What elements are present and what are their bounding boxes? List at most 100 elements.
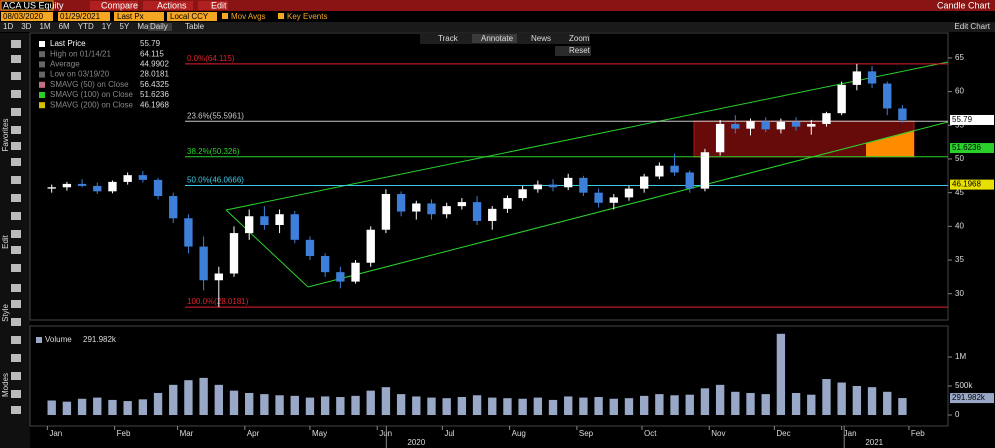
volume-bar bbox=[351, 395, 360, 415]
candle-body bbox=[169, 196, 178, 219]
volume-bar bbox=[670, 395, 679, 415]
period[interactable]: 1Y bbox=[102, 22, 112, 31]
volume-last-label: 291.982k bbox=[952, 393, 986, 402]
volume-bar bbox=[169, 384, 178, 415]
trend-channel bbox=[307, 121, 949, 288]
button[interactable] bbox=[198, 1, 228, 10]
date-input[interactable] bbox=[1, 12, 53, 21]
period-buttons: 1D 3D 1M 6M YTD 1Y 5Y Max bbox=[3, 22, 152, 31]
candle-body bbox=[791, 121, 801, 127]
volume-bar bbox=[275, 395, 284, 415]
y-tick-label: 45 bbox=[955, 188, 964, 197]
x-tick-label: Jun bbox=[379, 429, 392, 438]
reset-button[interactable] bbox=[555, 46, 591, 56]
currency-input[interactable] bbox=[167, 12, 217, 21]
x-tick-label: Jan bbox=[844, 429, 857, 438]
volume-bar bbox=[715, 384, 725, 415]
x-tick-label: May bbox=[312, 429, 327, 438]
y-tick-label: 40 bbox=[955, 221, 964, 230]
volume-bar bbox=[260, 394, 269, 415]
checkbox[interactable] bbox=[278, 13, 284, 19]
candle-body bbox=[199, 246, 208, 281]
price-tag bbox=[950, 179, 994, 190]
volume-bar bbox=[639, 395, 649, 415]
candle-body bbox=[685, 172, 694, 189]
date-input[interactable] bbox=[58, 12, 110, 21]
volume-bar bbox=[564, 396, 573, 415]
volume-bar bbox=[761, 394, 770, 415]
button-label: Compare bbox=[101, 0, 138, 10]
candle-body bbox=[624, 188, 634, 198]
tool[interactable]: News bbox=[531, 34, 551, 43]
candle-body bbox=[852, 71, 862, 85]
ticker: ACA US Equity bbox=[3, 0, 64, 10]
volume-bar bbox=[594, 397, 603, 415]
candle-body bbox=[47, 187, 56, 189]
volume-bar bbox=[807, 394, 816, 415]
period[interactable]: 1M bbox=[39, 22, 50, 31]
edit-chart[interactable]: Edit Chart bbox=[954, 22, 990, 31]
tool[interactable]: Track bbox=[438, 34, 459, 43]
field-input[interactable] bbox=[114, 12, 164, 21]
volume-bar bbox=[366, 390, 375, 415]
x-tick-label: Feb bbox=[117, 429, 131, 438]
candle-body bbox=[290, 214, 299, 240]
price-tag-label: 51.6236 bbox=[952, 143, 981, 152]
period[interactable]: 5Y bbox=[120, 22, 130, 31]
y-tick-label: 65 bbox=[955, 53, 964, 62]
checkbox[interactable] bbox=[222, 13, 228, 19]
candle-body bbox=[62, 183, 72, 188]
candle-body bbox=[184, 218, 193, 247]
frequency-select[interactable] bbox=[148, 23, 172, 31]
volume-tick-label: 1M bbox=[955, 352, 966, 361]
button[interactable] bbox=[90, 1, 138, 10]
legend-swatch bbox=[39, 92, 45, 98]
candle-body bbox=[746, 121, 755, 129]
price-tag-label: 55.79 bbox=[952, 115, 973, 124]
legend-value: 64.115 bbox=[140, 49, 164, 58]
volume-bar bbox=[123, 401, 132, 415]
candle-body bbox=[488, 208, 497, 221]
legend-value: 44.9902 bbox=[140, 60, 169, 69]
y-tick-label: 30 bbox=[955, 289, 964, 298]
legend-name: Average bbox=[50, 60, 80, 69]
candle-body bbox=[381, 194, 391, 230]
volume-bar bbox=[852, 386, 862, 415]
volume-bar bbox=[320, 396, 330, 415]
period[interactable]: 3D bbox=[21, 22, 31, 31]
legend-value: 56.4325 bbox=[140, 80, 169, 89]
legend-name: SMAVG (200) on Close bbox=[50, 100, 134, 109]
candle-body bbox=[412, 203, 421, 212]
volume-bar bbox=[533, 397, 543, 415]
tool[interactable]: Zoom bbox=[569, 34, 590, 43]
start-date: 08/03/2020 bbox=[3, 12, 44, 21]
candle-body bbox=[153, 179, 163, 197]
legend-value: 51.6236 bbox=[140, 90, 169, 99]
tool-icons bbox=[11, 40, 21, 414]
period[interactable]: 6M bbox=[59, 22, 70, 31]
volume-bar bbox=[62, 401, 72, 415]
volume-bar bbox=[457, 397, 467, 415]
x-tick-label: Jan bbox=[49, 429, 62, 438]
volume-bar bbox=[700, 388, 710, 415]
x-tick-label: Jul bbox=[444, 429, 454, 438]
ticker-box[interactable] bbox=[0, 0, 54, 11]
candle-body bbox=[457, 202, 467, 207]
candle-body bbox=[275, 214, 284, 226]
legend: Last Price 55.79 High on 01/14/21 64.115 Ave… bbox=[39, 39, 169, 109]
currency: Local CCY bbox=[170, 12, 209, 21]
legend-value: 55.79 bbox=[140, 39, 161, 48]
period[interactable]: Max bbox=[137, 22, 152, 31]
period[interactable]: 1D bbox=[3, 22, 13, 31]
candle-body bbox=[77, 183, 87, 186]
table-button[interactable]: Table bbox=[185, 22, 205, 31]
button[interactable] bbox=[143, 1, 193, 10]
volume-bar bbox=[791, 392, 801, 415]
reset: Reset bbox=[569, 46, 591, 55]
tool[interactable]: Annotate bbox=[481, 34, 514, 43]
legend-value: 46.1968 bbox=[140, 100, 169, 109]
volume-bar bbox=[867, 387, 877, 415]
period[interactable]: YTD bbox=[78, 22, 94, 31]
candle-body bbox=[214, 273, 223, 281]
